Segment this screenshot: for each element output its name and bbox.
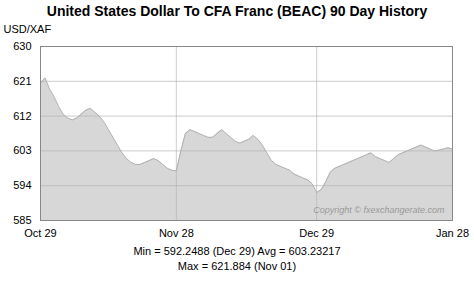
svg-text:Nov 28: Nov 28 — [159, 227, 194, 239]
html-text:United States Dollar To CFA Fr: United States Dollar To CFA Franc (BEAC)… — [46, 3, 428, 19]
svg-text:USD/XAF: USD/XAF — [4, 23, 52, 35]
svg-text:630: 630 — [13, 40, 31, 52]
html-text:Max = 621.884 (Nov 01): Max = 621.884 (Nov 01) — [177, 260, 297, 272]
svg-text:Copyright © fxexchangerate.com: Copyright © fxexchangerate.com — [313, 205, 445, 215]
svg-text:Jan 28: Jan 28 — [436, 227, 469, 239]
svg-text:612: 612 — [13, 110, 31, 122]
svg-text:603: 603 — [13, 144, 31, 156]
svg-text:Oct 29: Oct 29 — [24, 227, 56, 239]
html-text:Min = 592.2488 (Dec 29) Avg =: Min = 592.2488 (Dec 29) Avg = 603.23217 — [133, 245, 341, 257]
svg-text:621: 621 — [13, 75, 31, 87]
svg-text:594: 594 — [13, 179, 31, 191]
svg-text:585: 585 — [13, 214, 31, 226]
svg-text:Dec 29: Dec 29 — [299, 227, 334, 239]
